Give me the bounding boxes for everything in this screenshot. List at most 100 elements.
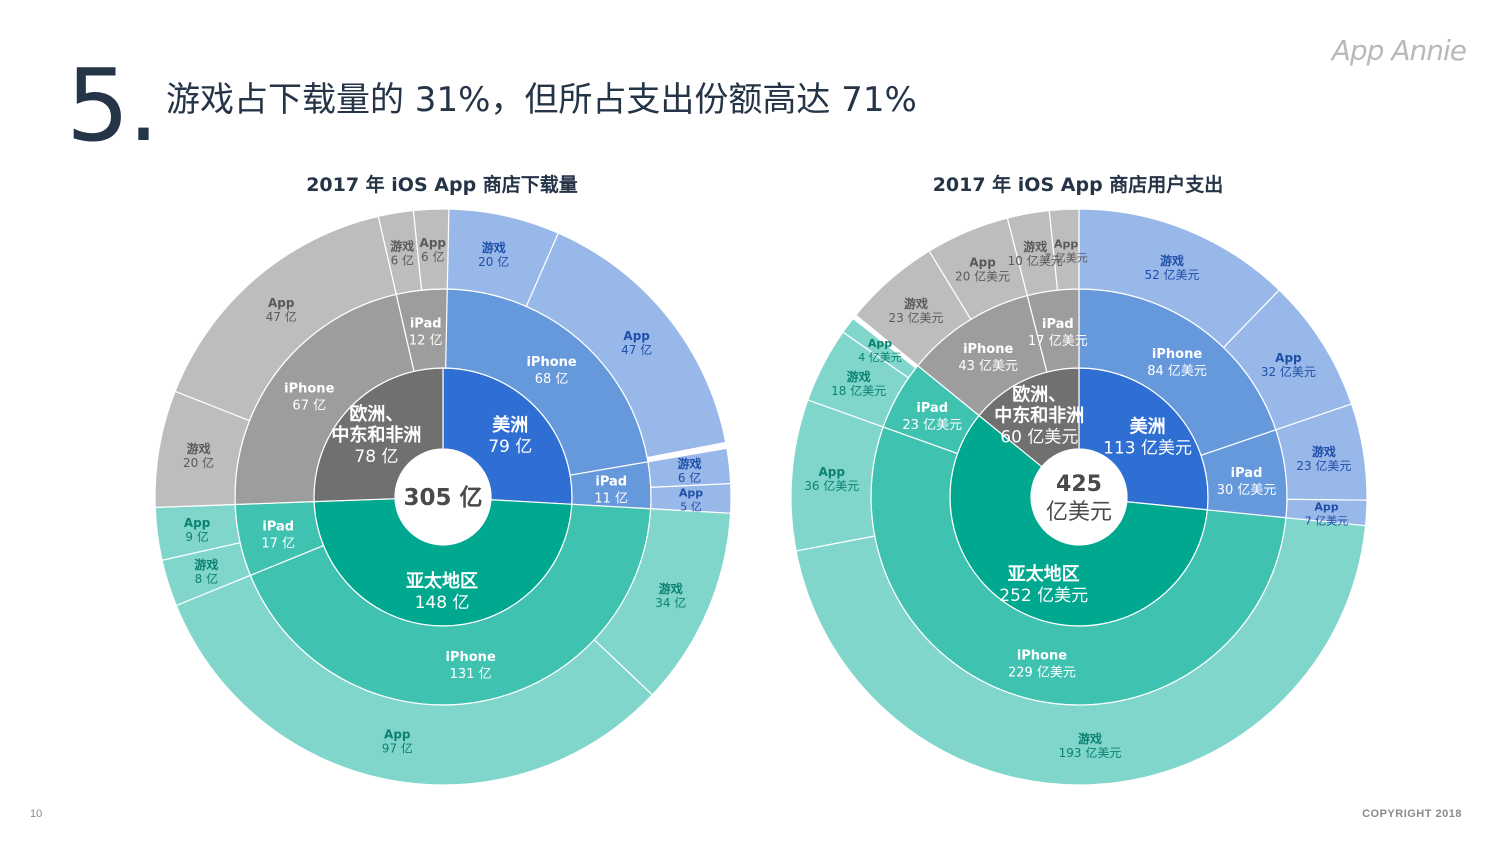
- downloads-center-total: 305 亿: [403, 485, 482, 511]
- spending-apac-ipad-category-label: 游戏: [847, 369, 871, 384]
- downloads-americas-ipad-category-value: 6 亿: [678, 470, 701, 485]
- spending-emea-iphone-category-value: 23 亿美元: [888, 310, 943, 325]
- downloads-apac-iphone-category-value: 97 亿: [382, 741, 413, 756]
- spending-chart-title: 2017 年 iOS App 商店用户支出: [932, 174, 1224, 196]
- downloads-region-apac-label: 亚太地区: [406, 570, 478, 592]
- downloads-americas-iphone-category-value: 47 亿: [621, 342, 652, 357]
- downloads-emea-ipad-category-value: 6 亿: [391, 252, 414, 267]
- downloads-americas-iphone-app-arc: [525, 232, 727, 459]
- downloads-americas-ipad-label: iPad: [595, 474, 627, 489]
- spending-americas-ipad-category-label: App: [1314, 501, 1338, 514]
- downloads-emea-iphone-category-label: 游戏: [187, 441, 211, 456]
- downloads-americas-ipad-value: 11 亿: [594, 491, 628, 506]
- spending-region-emea-label: 中东和非洲: [994, 404, 1084, 426]
- spending-apac-iphone-games-arc: [795, 517, 1367, 786]
- spending-americas-iphone-value: 84 亿美元: [1147, 364, 1207, 379]
- downloads-apac-ipad-category-label: App: [184, 516, 211, 530]
- spending-apac-ipad-label: iPad: [916, 401, 948, 416]
- downloads-apac-iphone-category-value: 34 亿: [655, 595, 686, 610]
- spending-emea-ipad-app-arc: [1048, 208, 1080, 291]
- downloads-emea-iphone-label: iPhone: [284, 381, 334, 396]
- spending-sunburst: [790, 208, 1368, 786]
- downloads-center-hole: [395, 449, 491, 545]
- downloads-region-americas-label: 美洲: [492, 414, 528, 436]
- spending-apac-iphone-category-label: App: [819, 465, 846, 479]
- spending-region-emea-label: 欧洲、: [1012, 383, 1066, 405]
- downloads-emea-iphone-category-value: 20 亿: [183, 455, 214, 470]
- spending-emea-ipad-category-label: App: [1054, 237, 1078, 250]
- downloads-region-emea-label: 中东和非洲: [331, 424, 421, 446]
- downloads-americas-ipad-category-label: App: [679, 486, 703, 499]
- downloads-emea-ipad-category-value: 6 亿: [421, 249, 444, 264]
- downloads-americas-ipad-category-label: 游戏: [678, 456, 702, 471]
- downloads-region-emea-value: 78 亿: [354, 447, 398, 467]
- spending-apac-iphone-value: 229 亿美元: [1008, 665, 1076, 680]
- downloads-apac-ipad-category-label: 游戏: [194, 557, 218, 572]
- downloads-region-apac-value: 148 亿: [415, 593, 470, 613]
- downloads-americas-iphone-category-label: 游戏: [482, 240, 506, 255]
- downloads-americas-iphone-value: 68 亿: [535, 372, 569, 387]
- spending-americas-iphone-category-label: App: [1275, 351, 1302, 365]
- downloads-chart-title: 2017 年 iOS App 商店下载量: [306, 174, 578, 196]
- spending-emea-ipad-category-value: 7 亿美元: [1044, 251, 1088, 264]
- spending-americas-ipad-category-value: 7 亿美元: [1305, 515, 1349, 528]
- downloads-region-emea-label: 欧洲、: [349, 403, 403, 425]
- downloads-apac-iphone-category-label: App: [384, 728, 411, 742]
- spending-emea-ipad-category-label: 游戏: [1023, 239, 1047, 254]
- spending-americas-ipad-category-value: 23 亿美元: [1296, 458, 1351, 473]
- spending-region-americas-label: 美洲: [1130, 415, 1166, 437]
- spending-emea-iphone-label: iPhone: [963, 342, 1013, 357]
- page-title: 游戏占下载量的 31%，但所占支出份额高达 71%: [166, 80, 917, 120]
- spending-apac-iphone-category-value: 193 亿美元: [1059, 745, 1122, 760]
- downloads-emea-ipad-app-arc: [412, 208, 450, 291]
- downloads-emea-iphone-value: 67 亿: [292, 398, 326, 413]
- spending-americas-iphone-label: iPhone: [1152, 347, 1202, 362]
- app-annie-logo: App Annie: [1331, 34, 1467, 67]
- downloads-americas-iphone-label: iPhone: [526, 355, 576, 370]
- page-number: 10: [30, 808, 43, 820]
- spending-center-hole: [1031, 449, 1127, 545]
- spending-region-americas-value: 113 亿美元: [1103, 438, 1192, 458]
- downloads-emea-ipad-category-label: App: [420, 236, 447, 250]
- spending-emea-ipad-value: 17 亿美元: [1028, 334, 1088, 349]
- spending-emea-ipad-label: iPad: [1042, 317, 1074, 332]
- spending-americas-iphone-category-label: 游戏: [1160, 253, 1184, 268]
- downloads-emea-iphone-category-value: 47 亿: [266, 309, 297, 324]
- spending-apac-iphone-category-label: 游戏: [1078, 731, 1102, 746]
- spending-apac-ipad-category-value: 4 亿美元: [858, 351, 902, 364]
- copyright: COPYRIGHT 2018: [1362, 808, 1462, 820]
- spending-apac-iphone-label: iPhone: [1017, 648, 1067, 663]
- downloads-apac-iphone-value: 131 亿: [450, 667, 492, 682]
- spending-region-apac-label: 亚太地区: [1008, 563, 1080, 585]
- spending-emea-iphone-category-label: 游戏: [904, 296, 928, 311]
- spending-emea-iphone-value: 43 亿美元: [958, 359, 1018, 374]
- downloads-sunburst: [154, 208, 732, 786]
- spending-americas-iphone-category-value: 52 亿美元: [1144, 267, 1199, 282]
- spending-apac-iphone-category-value: 36 亿美元: [804, 478, 859, 493]
- spending-region-emea-value: 60 亿美元: [1000, 427, 1078, 447]
- spending-emea-ipad-category-value: 10 亿美元: [1008, 253, 1063, 268]
- downloads-region-americas-value: 79 亿: [488, 437, 532, 457]
- spending-emea-iphone-category-value: 20 亿美元: [955, 268, 1010, 283]
- spending-apac-ipad-value: 23 亿美元: [902, 418, 962, 433]
- downloads-apac-ipad-category-value: 8 亿: [195, 571, 218, 586]
- spending-region-apac-value: 252 亿美元: [999, 586, 1088, 606]
- downloads-americas-ipad-category-value: 5 亿: [680, 500, 702, 513]
- downloads-emea-ipad-value: 12 亿: [409, 333, 443, 348]
- downloads-apac-iphone-category-label: 游戏: [659, 581, 683, 596]
- downloads-emea-iphone-category-label: App: [268, 296, 295, 310]
- spending-americas-iphone-category-value: 32 亿美元: [1261, 364, 1316, 379]
- downloads-apac-ipad-category-value: 9 亿: [185, 529, 208, 544]
- spending-center-unit: 亿美元: [1046, 500, 1112, 525]
- spending-americas-ipad-value: 30 亿美元: [1217, 483, 1277, 498]
- downloads-americas-iphone-category-value: 20 亿: [478, 254, 509, 269]
- spending-center-total: 425: [1056, 472, 1102, 497]
- downloads-apac-iphone-app-arc: [175, 574, 654, 786]
- spending-apac-ipad-category-label: App: [868, 337, 892, 350]
- downloads-apac-ipad-value: 17 亿: [261, 536, 295, 551]
- spending-apac-ipad-category-value: 18 亿美元: [831, 383, 886, 398]
- section-number: 5.: [66, 47, 159, 164]
- spending-emea-iphone-category-label: App: [969, 255, 996, 269]
